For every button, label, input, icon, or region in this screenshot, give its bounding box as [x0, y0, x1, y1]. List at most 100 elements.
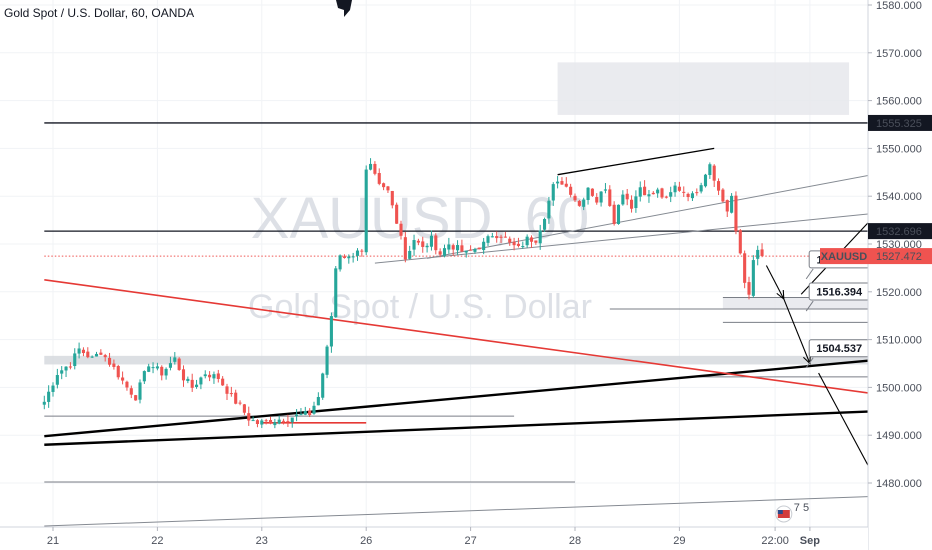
candle-body — [90, 356, 94, 358]
candle — [508, 236, 512, 246]
candle — [429, 230, 433, 251]
candle — [282, 418, 286, 425]
y-tick-label: 1530.000 — [876, 239, 922, 251]
candle — [408, 245, 412, 260]
y-axis-panel — [868, 0, 932, 550]
candle-body — [181, 369, 186, 381]
candle — [643, 180, 647, 196]
candle — [630, 195, 634, 213]
candle — [190, 373, 194, 392]
candle-body — [290, 417, 294, 423]
candle-body — [286, 421, 290, 423]
candle — [717, 178, 721, 196]
zone-rect — [722, 297, 868, 310]
candle-body — [308, 410, 312, 416]
candle — [347, 254, 351, 264]
candle-body — [643, 186, 647, 196]
candle — [608, 185, 612, 207]
candle-body — [42, 401, 46, 405]
candle — [669, 186, 673, 203]
candle-body — [325, 346, 329, 375]
candle-body — [99, 352, 103, 355]
candle — [151, 362, 155, 374]
candle-body — [529, 237, 534, 242]
flag-stripe-icon — [777, 510, 790, 518]
candle — [464, 250, 468, 258]
candle-body — [129, 388, 133, 395]
candle — [734, 191, 738, 235]
candle — [351, 252, 355, 263]
candle — [760, 243, 764, 258]
candle — [460, 239, 464, 253]
candle — [221, 376, 225, 386]
candle — [603, 183, 607, 194]
candle — [730, 193, 734, 214]
candle — [721, 188, 725, 203]
candle-body — [160, 366, 164, 376]
candle-body — [551, 184, 555, 201]
candle-body — [273, 422, 277, 426]
candle-body — [586, 187, 590, 200]
candle-body — [147, 366, 151, 372]
callout-label: 1504.537 — [816, 343, 862, 355]
candle-body — [616, 204, 621, 224]
candle-body — [251, 420, 255, 422]
candle-body — [268, 420, 273, 424]
candle — [99, 349, 103, 356]
candle-body — [121, 377, 125, 381]
candle-body — [512, 241, 516, 246]
candle — [295, 409, 299, 422]
x-tick-label: 26 — [360, 535, 372, 547]
candle — [543, 217, 547, 233]
candle-body — [712, 165, 716, 181]
candle-body — [264, 420, 268, 422]
candle — [573, 193, 577, 202]
candle-body — [638, 187, 642, 197]
candle — [586, 187, 590, 205]
candle — [155, 362, 159, 371]
candle-body — [660, 188, 664, 198]
symbol-tag-label: XAUUSD — [821, 251, 868, 263]
arrow-shaft — [818, 372, 868, 467]
candle-body — [321, 373, 325, 398]
candle — [299, 408, 303, 416]
candle-body — [68, 366, 72, 368]
candle — [129, 385, 133, 399]
event-marker: 7 5 — [775, 502, 809, 523]
candle — [673, 181, 677, 197]
candle-body — [60, 370, 64, 374]
candle-body — [395, 204, 399, 224]
candle-body — [47, 391, 51, 402]
current-price-tag-bg — [868, 248, 932, 265]
candle-body — [690, 193, 694, 199]
candle-body — [77, 348, 81, 354]
candle-body — [634, 196, 638, 209]
flag-canton-icon — [777, 510, 783, 514]
candle — [277, 415, 281, 425]
trendline-gray — [427, 174, 868, 259]
candle — [660, 187, 664, 199]
candle — [456, 240, 460, 255]
candle-body — [151, 367, 155, 369]
candle — [242, 403, 246, 416]
candle-body — [142, 371, 146, 382]
candle-body — [229, 393, 233, 395]
trendline-red — [44, 279, 868, 394]
price-callout: 1516.394 — [805, 282, 870, 312]
candle-body — [473, 249, 477, 252]
candle — [373, 161, 377, 176]
candle-body — [134, 395, 138, 401]
candle-body — [630, 199, 634, 209]
candle — [486, 234, 490, 247]
candle-body — [299, 414, 303, 416]
candle-body — [490, 236, 494, 238]
candle — [599, 191, 603, 207]
candle — [616, 204, 621, 225]
candle — [682, 186, 686, 197]
candle-body — [651, 192, 655, 195]
candle-body — [342, 256, 346, 258]
arrow-shaft — [783, 298, 811, 364]
symbol-price-tag: XAUUSD 1527.472 — [820, 248, 932, 265]
